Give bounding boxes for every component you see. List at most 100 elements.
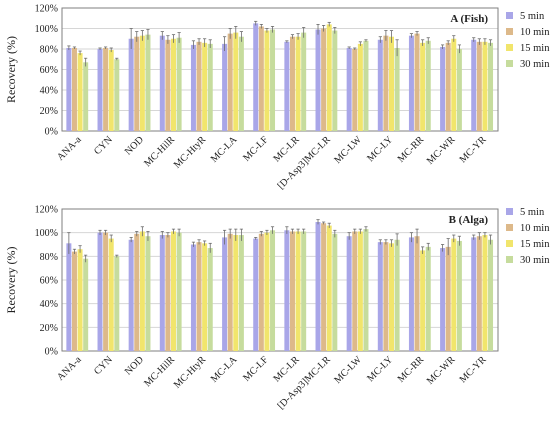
- bar: [456, 240, 462, 351]
- y-tick-label: 120%: [35, 205, 58, 216]
- bar: [114, 256, 120, 351]
- bar: [222, 43, 228, 131]
- bar: [264, 232, 270, 351]
- bar: [445, 42, 451, 131]
- y-tick-label: 40%: [40, 299, 58, 310]
- bar: [202, 42, 208, 131]
- bar: [471, 39, 477, 131]
- bar: [270, 29, 276, 131]
- bar: [233, 32, 239, 131]
- x-tick-label: MC-LR: [272, 134, 302, 164]
- bar: [139, 35, 145, 131]
- bar: [159, 235, 165, 351]
- bar: [128, 38, 134, 131]
- x-tick-label: ANA-a: [55, 134, 84, 163]
- y-tick-label: 100%: [35, 228, 58, 239]
- bar: [103, 232, 109, 351]
- y-tick-label: 100%: [35, 24, 58, 35]
- x-tick-label: NOD: [123, 354, 146, 377]
- bar: [321, 223, 327, 351]
- y-axis-label: Recovery (%): [4, 36, 18, 103]
- legend-label: 5 min: [520, 11, 545, 22]
- x-tick-label: MC-LW: [332, 134, 364, 166]
- bar: [301, 231, 307, 351]
- legend-swatch: [506, 12, 513, 19]
- bar: [425, 40, 431, 131]
- bar: [476, 41, 482, 132]
- x-tick-label: MC-YR: [458, 354, 489, 385]
- bar: [482, 41, 488, 132]
- bar: [394, 47, 400, 131]
- bar: [315, 29, 321, 131]
- x-tick-label: MC-LA: [209, 354, 240, 385]
- bar: [190, 44, 196, 131]
- plot-frame: [61, 208, 499, 352]
- legend-swatch: [506, 224, 513, 231]
- legend-label: 15 min: [520, 239, 550, 250]
- bar: [190, 244, 196, 351]
- x-tick-label: MC-YR: [458, 134, 489, 165]
- bar: [440, 248, 446, 351]
- bar: [264, 30, 270, 131]
- legend-swatch: [506, 28, 513, 35]
- x-tick-label: MC-LY: [365, 354, 395, 384]
- bar: [134, 36, 140, 132]
- bar: [66, 243, 72, 351]
- x-tick-label: MC-RR: [396, 354, 427, 385]
- bar: [289, 231, 295, 351]
- bar: [77, 53, 83, 131]
- bar: [315, 222, 321, 351]
- bar: [176, 37, 182, 131]
- x-tick-label: ANA-a: [55, 354, 84, 383]
- bar: [159, 35, 165, 131]
- bar: [196, 41, 202, 132]
- bar: [222, 237, 228, 351]
- x-tick-label: CYN: [92, 134, 115, 157]
- bar: [377, 242, 383, 351]
- bar: [139, 231, 145, 351]
- bar: [357, 43, 363, 131]
- bar: [97, 49, 103, 131]
- y-tick-label: 0%: [45, 127, 58, 138]
- bar: [83, 62, 89, 132]
- chart-title: B (Alga): [449, 214, 489, 226]
- bar: [377, 39, 383, 131]
- bar: [326, 24, 332, 131]
- bar: [238, 36, 244, 132]
- bar: [103, 47, 109, 131]
- legend-label: 30 min: [520, 59, 550, 70]
- y-tick-label: 20%: [40, 323, 58, 334]
- bar: [346, 236, 352, 351]
- bar: [420, 250, 426, 351]
- y-tick-label: 80%: [40, 45, 58, 56]
- bar: [352, 49, 358, 131]
- bar: [196, 242, 202, 351]
- bar: [295, 36, 301, 132]
- bar: [71, 47, 77, 131]
- bar: [134, 233, 140, 351]
- x-tick-label: MC-LF: [241, 354, 271, 384]
- legend-swatch: [506, 208, 513, 215]
- x-tick-label: MC-LW: [332, 354, 364, 386]
- legend-swatch: [506, 256, 513, 263]
- bar: [202, 243, 208, 351]
- bar: [357, 231, 363, 351]
- bar: [233, 235, 239, 351]
- x-tick-label: CYN: [92, 354, 115, 377]
- bar: [145, 34, 151, 131]
- bar: [238, 235, 244, 351]
- bar: [145, 236, 151, 351]
- bar: [332, 233, 338, 351]
- y-tick-label: 40%: [40, 86, 58, 97]
- bar: [227, 33, 233, 131]
- legend-label: 5 min: [520, 207, 545, 218]
- bar: [408, 35, 414, 131]
- bar: [165, 39, 171, 131]
- bar: [66, 47, 72, 131]
- x-tick-label: MC-WR: [425, 354, 458, 387]
- x-tick-label: MC-WR: [425, 134, 458, 167]
- bar: [440, 46, 446, 132]
- bar: [284, 41, 290, 132]
- y-tick-label: 60%: [40, 65, 58, 76]
